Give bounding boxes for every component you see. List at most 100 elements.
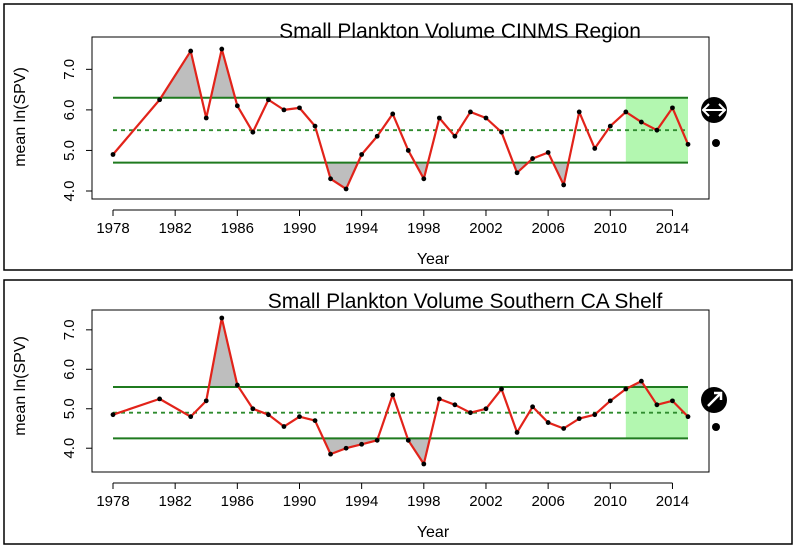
y-tick-label: 6.0 <box>61 359 78 380</box>
data-point <box>638 378 644 384</box>
data-point <box>421 176 427 182</box>
data-point <box>250 406 256 412</box>
data-point <box>390 111 396 117</box>
data-point <box>405 437 411 443</box>
x-tick-label: 1982 <box>158 220 191 237</box>
x-tick-label: 2002 <box>469 493 502 510</box>
y-axis-label: mean ln(SPV) <box>12 336 29 436</box>
data-point <box>623 386 629 392</box>
x-tick-label: 2014 <box>656 220 689 237</box>
data-point <box>436 115 442 121</box>
data-point <box>436 396 442 402</box>
data-point <box>670 398 675 404</box>
y-tick-label: 6.0 <box>61 99 78 120</box>
data-point <box>390 392 396 398</box>
data-point <box>297 414 302 420</box>
data-point <box>483 406 489 412</box>
panel-southern-ca-shelf: Small Plankton Volume Southern CA Shelf … <box>3 279 793 545</box>
data-point <box>157 97 163 103</box>
x-tick-label: 1994 <box>345 493 378 510</box>
data-point <box>312 418 318 423</box>
data-point <box>219 46 225 52</box>
data-point <box>188 414 194 420</box>
x-tick-label: 1998 <box>407 220 440 237</box>
data-point <box>343 445 349 451</box>
data-point <box>623 109 629 115</box>
y-tick-label: 4.0 <box>61 438 78 459</box>
data-point <box>499 129 504 135</box>
data-point <box>468 109 473 115</box>
x-tick-label: 1994 <box>345 220 378 237</box>
data-point <box>545 150 551 155</box>
data-point <box>530 156 535 161</box>
data-point <box>328 176 333 182</box>
x-tick-label: 1990 <box>283 493 316 510</box>
double-arrow-icon <box>701 97 727 123</box>
x-tick-label: 1978 <box>96 493 129 510</box>
data-point <box>483 115 489 121</box>
data-point <box>592 146 598 151</box>
y-tick-label: 7.0 <box>61 319 78 340</box>
data-point <box>468 410 473 416</box>
x-tick-label: 1990 <box>283 220 316 237</box>
data-point <box>203 398 209 404</box>
data-point <box>654 127 660 133</box>
data-point <box>514 430 520 435</box>
data-point <box>545 420 551 425</box>
x-axis-label: Year <box>417 251 450 268</box>
data-point <box>561 426 567 431</box>
x-tick-label: 2014 <box>656 493 689 510</box>
data-point <box>234 382 240 388</box>
data-point <box>452 133 458 139</box>
data-point <box>592 412 598 418</box>
data-point <box>654 402 660 408</box>
data-point <box>297 105 302 111</box>
y-axis-label: mean ln(SPV) <box>12 67 29 167</box>
data-point <box>234 103 240 109</box>
below-sd-shading <box>325 162 358 189</box>
data-point <box>405 148 411 153</box>
data-point <box>530 404 535 410</box>
data-point <box>250 129 256 135</box>
data-point <box>374 437 380 443</box>
data-point <box>576 109 582 115</box>
data-point <box>670 105 675 111</box>
data-point <box>576 416 582 422</box>
x-tick-label: 2010 <box>594 493 627 510</box>
x-tick-label: 2002 <box>469 220 502 237</box>
data-point <box>203 115 209 121</box>
data-point <box>266 412 271 418</box>
y-tick-label: 5.0 <box>61 398 78 419</box>
x-tick-label: 1982 <box>158 493 191 510</box>
data-point <box>359 152 365 157</box>
x-tick-label: 1998 <box>407 493 440 510</box>
data-point <box>374 133 380 139</box>
data-point <box>421 461 427 467</box>
x-tick-label: 2006 <box>531 220 564 237</box>
chart-title: Small Plankton Volume CINMS Region <box>279 20 641 43</box>
above-sd-shading <box>208 318 239 388</box>
plot-area: 1978 1982 1986 1990 1994 1998 2002 2006 2010 2014… <box>61 36 710 237</box>
data-point <box>266 97 271 103</box>
above-sd-shading <box>210 49 236 98</box>
data-point <box>452 402 458 408</box>
dot-icon <box>712 423 720 431</box>
data-point <box>281 424 287 429</box>
y-tick-label: 5.0 <box>61 140 78 161</box>
x-tick-label: 1986 <box>221 493 254 510</box>
data-point <box>359 441 365 447</box>
x-tick-label: 2010 <box>594 220 627 237</box>
plot-area: 1978 1982 1986 1990 1994 1998 2002 2006 2010 2014… <box>61 309 710 510</box>
data-point <box>499 386 504 392</box>
x-tick-label: 1978 <box>96 220 129 237</box>
x-tick-label: 1986 <box>221 220 254 237</box>
data-point <box>607 398 613 404</box>
dot-icon <box>712 139 720 147</box>
above-sd-shading <box>160 51 202 98</box>
data-point <box>312 123 318 129</box>
data-point <box>188 48 194 54</box>
chart-title: Small Plankton Volume Southern CA Shelf <box>268 290 663 313</box>
data-point <box>219 315 225 321</box>
data-point <box>638 119 644 125</box>
